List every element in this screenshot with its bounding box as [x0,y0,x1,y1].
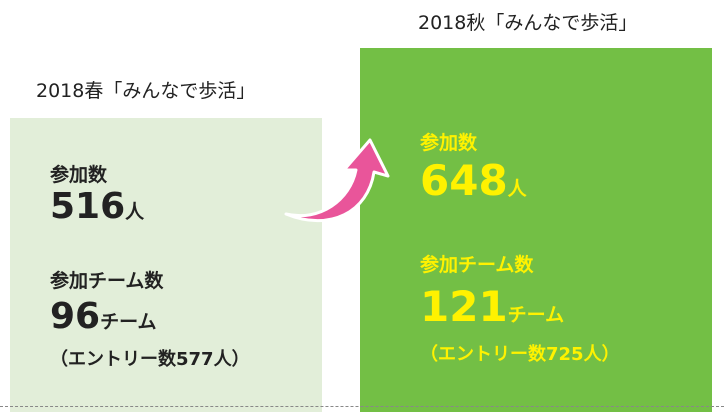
entries-note: （エントリー数577人） [50,349,250,370]
teams-label: 参加チーム数 [420,254,534,276]
panel-heading: 2018春「みんなで歩活」 [36,80,256,102]
participants-unit: 人 [125,201,145,223]
teams-row: 121チーム [420,282,564,331]
participants-row: 516人 [50,186,144,227]
panel-heading: 2018秋「みんなで歩活」 [418,12,638,34]
divider [0,406,724,407]
participants-label: 参加数 [50,164,108,186]
spring-panel [10,118,322,412]
participants-label: 参加数 [420,132,478,154]
autumn-panel [360,48,712,412]
arrow-shape [284,138,390,223]
participants-value: 516 [50,186,126,227]
teams-unit: チーム [100,311,157,333]
arrow [284,138,390,223]
participants-row: 648人 [420,156,527,205]
teams-value: 96 [50,296,101,337]
entries-note: （エントリー数725人） [420,344,620,365]
teams-row: 96チーム [50,296,157,337]
participants-unit: 人 [507,178,527,200]
teams-label: 参加チーム数 [50,270,164,292]
teams-unit: チーム [507,304,565,326]
teams-value: 121 [420,282,508,331]
participants-value: 648 [420,156,508,205]
